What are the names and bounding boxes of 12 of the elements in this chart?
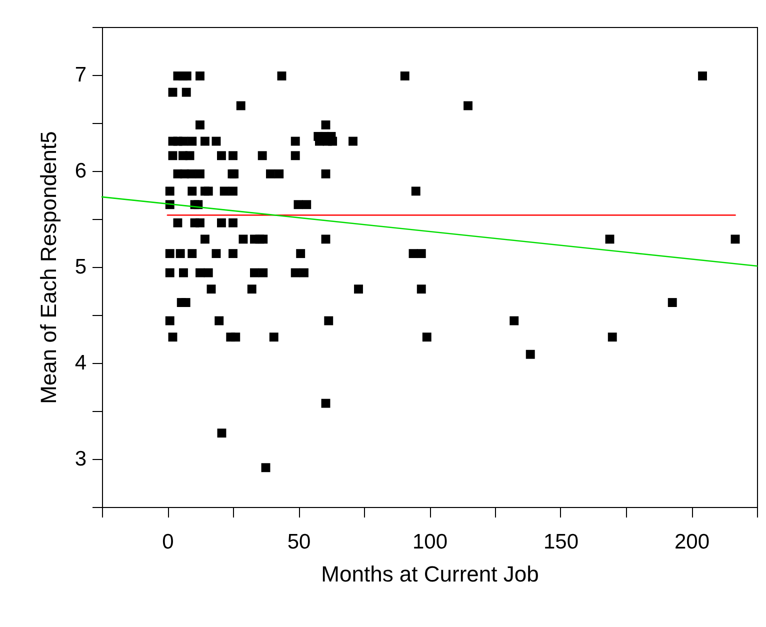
y-tick-label: 7: [74, 64, 86, 86]
x-tick-label: 50: [287, 530, 311, 554]
x-tick-label: 100: [412, 530, 448, 554]
x-tick-label: 0: [162, 530, 174, 554]
y-tick-label: 3: [74, 448, 86, 470]
x-axis-title: Months at Current Job: [321, 562, 539, 586]
y-axis-title: Mean of Each Respondent5: [36, 131, 61, 404]
x-tick-label: 200: [674, 530, 710, 554]
x-tick-label: 150: [543, 530, 579, 554]
y-tick-label: 5: [74, 256, 86, 278]
y-tick-label: 6: [74, 160, 86, 182]
y-tick-label: 4: [74, 352, 87, 374]
